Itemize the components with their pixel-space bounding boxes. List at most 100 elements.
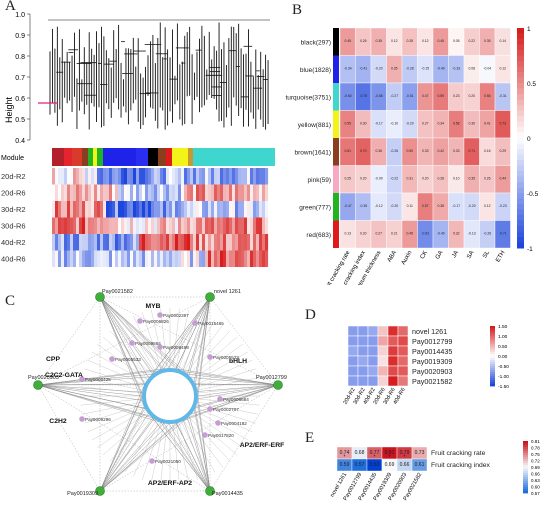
a-heat-cell (232, 234, 236, 251)
a-heat-cell (184, 234, 188, 251)
a-ytick-label: 0.9 (15, 33, 25, 40)
c-radial-edge (172, 308, 180, 369)
b-scale-step (517, 121, 524, 128)
panel-b-letter: B (292, 2, 303, 18)
d-scale-step (490, 354, 495, 357)
c-inner-label: Pay0002397 (163, 313, 189, 318)
a-heat-cell (223, 201, 227, 218)
a-heat-cell (91, 234, 95, 251)
e-scale-step (523, 461, 528, 464)
c-radial-edge (160, 423, 168, 484)
b-module-color (333, 55, 339, 83)
b-cell-value: 0.05 (453, 39, 460, 43)
b-module-label: brown(1641) (295, 149, 332, 156)
a-heat-cell (151, 168, 155, 185)
d-scale-step (490, 366, 495, 369)
c-edge (99, 296, 188, 375)
c-edge (99, 296, 143, 397)
c-hub-node (205, 486, 215, 496)
d-scale-label: -0.50 (498, 364, 509, 370)
b-scale-step (517, 110, 524, 117)
a-heat-cell (115, 234, 119, 251)
b-cell-value: 0.10 (453, 176, 460, 180)
d-scale-label: -1.00 (498, 374, 509, 380)
a-module-segment (82, 148, 88, 166)
c-edge (163, 296, 211, 369)
a-heat-cell (142, 201, 146, 218)
c-radial-edge (181, 315, 207, 371)
a-heat-cell (82, 168, 86, 185)
e-cell-value: 0.77 (370, 450, 380, 456)
c-center-ring (142, 368, 198, 424)
a-heat-cell (256, 234, 260, 251)
a-heat-cell (160, 217, 164, 234)
a-heat-cell (160, 168, 164, 185)
a-dendrogram (38, 19, 270, 130)
e-scale-label: 0.78 (531, 446, 540, 451)
b-scale-step (517, 33, 524, 40)
e-scale-step (523, 457, 528, 460)
c-radial-edge (97, 344, 148, 380)
d-scale-step (490, 372, 495, 375)
b-trait-label: SL (482, 249, 491, 259)
b-scale-step (517, 72, 524, 78)
a-heat-cell (115, 184, 119, 201)
a-heat-cell (127, 168, 131, 185)
d-color-scale: 1.50 1.00 0.50 0.00 -0.50 -1.00 -1.50 (490, 324, 509, 390)
a-ytick-label: 0.6 (15, 96, 25, 103)
b-scale-step (517, 220, 524, 227)
a-heat-cell (148, 217, 152, 234)
a-heat-cell (82, 234, 86, 251)
d-scale-step (490, 356, 495, 359)
a-heat-cell (247, 217, 251, 234)
a-heat-cell (241, 217, 245, 234)
b-scale-step (517, 99, 524, 106)
b-cell-value: 0.41 (484, 121, 491, 125)
c-edge (144, 407, 211, 492)
a-heat-cell (193, 201, 197, 218)
a-heat-cell (112, 201, 116, 218)
a-heat-cell (70, 201, 74, 218)
e-scale-step (523, 473, 528, 476)
b-cell-value: 0.20 (422, 176, 429, 180)
a-heat-cell (244, 234, 248, 251)
b-cell-value: 0.34 (437, 121, 444, 125)
c-edge (37, 384, 145, 409)
c-inner-node (149, 458, 155, 464)
a-heat-cell (58, 201, 62, 218)
c-radial-edge (194, 409, 249, 441)
a-heat-cell (136, 217, 140, 234)
b-cell-value: 0.61 (344, 149, 351, 153)
b-cell-value: 0.12 (391, 39, 398, 43)
e-gene-labels: novel 1261Pay0012799Pay0014435Pay0019309… (330, 472, 424, 502)
a-heat-cell (169, 201, 173, 218)
b-cell-value: 0.20 (360, 176, 367, 180)
a-heat-cell (187, 234, 191, 251)
a-heat-cell (106, 250, 110, 267)
a-heat-cell (112, 234, 116, 251)
e-trait-label: Fruit cracking rate (431, 450, 486, 457)
a-heat-cell (193, 168, 197, 185)
c-edge (37, 368, 177, 386)
a-heat-cell (100, 168, 104, 185)
b-cell-value: -0.26 (483, 231, 491, 235)
c-radial-edge (197, 401, 259, 415)
c-hub-label: Pay0020903 (28, 375, 59, 381)
c-hub-label: Pay0019309 (67, 491, 98, 497)
a-heat-cell (109, 184, 113, 201)
b-scale-label: 0 (527, 136, 531, 143)
b-scale-step (517, 154, 524, 161)
a-heat-cell (172, 184, 176, 201)
a-heat-cell (118, 184, 122, 201)
a-heat-cell (103, 234, 107, 251)
c-radial-edge (81, 401, 143, 415)
c-edge (194, 296, 211, 409)
a-heat-cell (61, 234, 65, 251)
d-scale-step (490, 374, 495, 377)
c-hub-node (33, 380, 43, 390)
c-radial-edge (197, 398, 260, 406)
a-heat-cell (265, 234, 269, 251)
a-heat-cell (166, 234, 170, 251)
c-edge (99, 296, 146, 409)
b-cell-value: 0.55 (344, 121, 351, 125)
